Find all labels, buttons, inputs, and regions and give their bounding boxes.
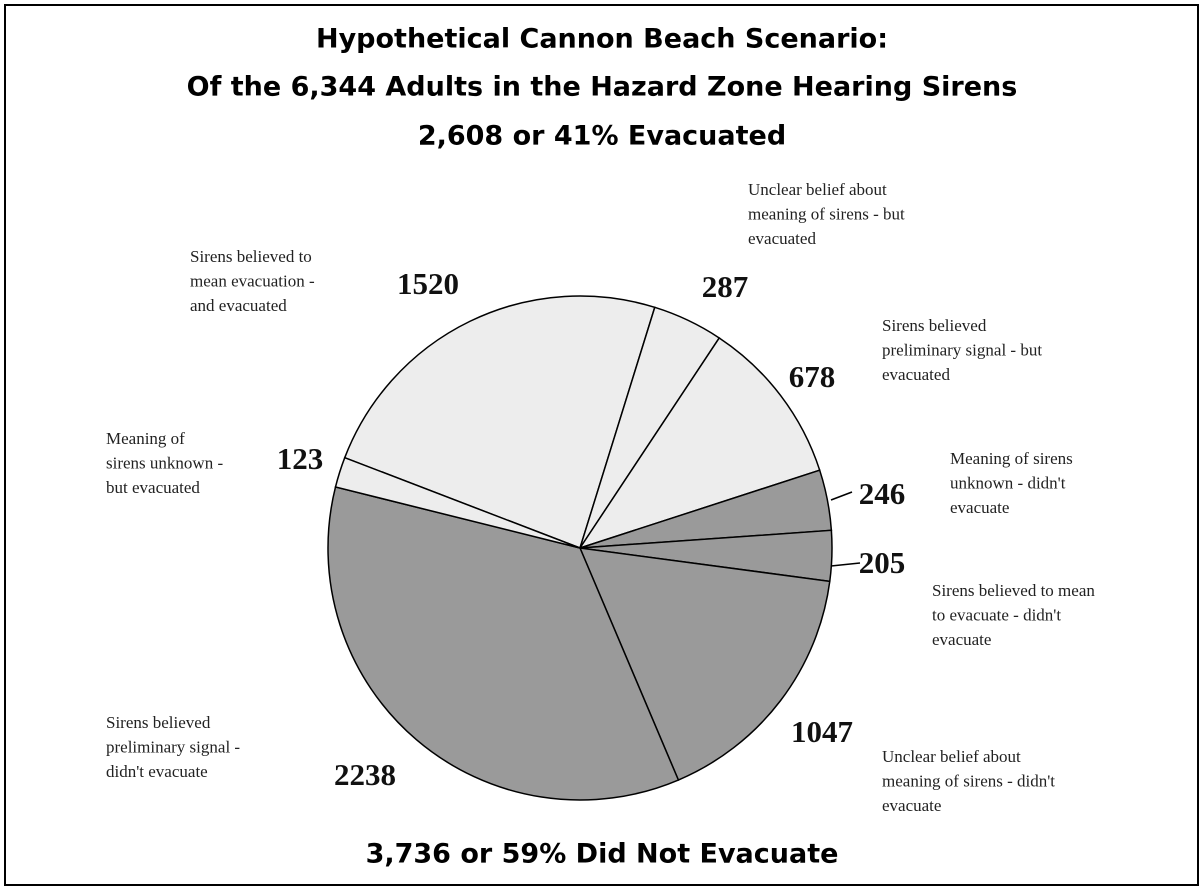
leader-line	[830, 491, 853, 501]
leader-line	[830, 562, 861, 567]
slice-category-label: meaning of sirens - didn't	[882, 771, 1055, 790]
slice-value-label: 205	[859, 545, 906, 580]
slice-category-label: sirens unknown -	[106, 453, 223, 472]
slice-category-label: mean evacuation -	[190, 271, 315, 290]
slice-category-label: Sirens believed to mean	[932, 581, 1095, 600]
slice-category-label: Unclear belief about	[748, 180, 887, 199]
slice-category-label: evacuate	[950, 498, 1009, 517]
pie-slice	[334, 456, 581, 549]
chart-title: Of the 6,344 Adults in the Hazard Zone H…	[187, 72, 1018, 103]
slice-value-label: 246	[859, 476, 906, 511]
slice-value-label: 123	[277, 441, 324, 476]
chart-title: Hypothetical Cannon Beach Scenario:	[316, 24, 888, 55]
slice-category-label: but evacuated	[106, 478, 200, 497]
slice-value-label: 2238	[334, 757, 396, 792]
slice-value-label: 287	[702, 269, 749, 304]
pie-slice	[327, 486, 680, 801]
slice-category-label: to evacuate - didn't	[932, 605, 1061, 624]
pie-slice	[578, 547, 831, 781]
slice-category-label: meaning of sirens - but	[748, 204, 905, 223]
slice-value-label: 1047	[791, 714, 853, 749]
slice-category-label: didn't evacuate	[106, 762, 208, 781]
slice-category-label: Meaning of	[106, 429, 185, 448]
slice-value-label: 1520	[397, 266, 459, 301]
slice-category-label: evacuate	[932, 630, 991, 649]
slice-category-label: Meaning of sirens	[950, 449, 1073, 468]
slice-category-label: Sirens believed to	[190, 247, 312, 266]
slice-category-label: evacuated	[882, 365, 950, 384]
pie-slice	[578, 336, 821, 550]
slice-category-label: and evacuated	[190, 296, 287, 315]
chart-footer: 3,736 or 59% Did Not Evacuate	[366, 839, 839, 870]
slice-category-label: Sirens believed	[882, 316, 987, 335]
chart-title: 2,608 or 41% Evacuated	[418, 121, 786, 152]
slice-value-label: 678	[789, 359, 836, 394]
slice-category-label: evacuate	[882, 796, 941, 815]
slice-category-label: Sirens believed	[106, 713, 211, 732]
slice-category-label: preliminary signal -	[106, 737, 240, 756]
slice-category-label: unknown - didn't	[950, 473, 1066, 492]
slice-category-label: preliminary signal - but	[882, 340, 1042, 359]
slice-category-label: Unclear belief about	[882, 747, 1021, 766]
slice-category-label: evacuated	[748, 229, 816, 248]
pie-slice	[343, 295, 656, 549]
